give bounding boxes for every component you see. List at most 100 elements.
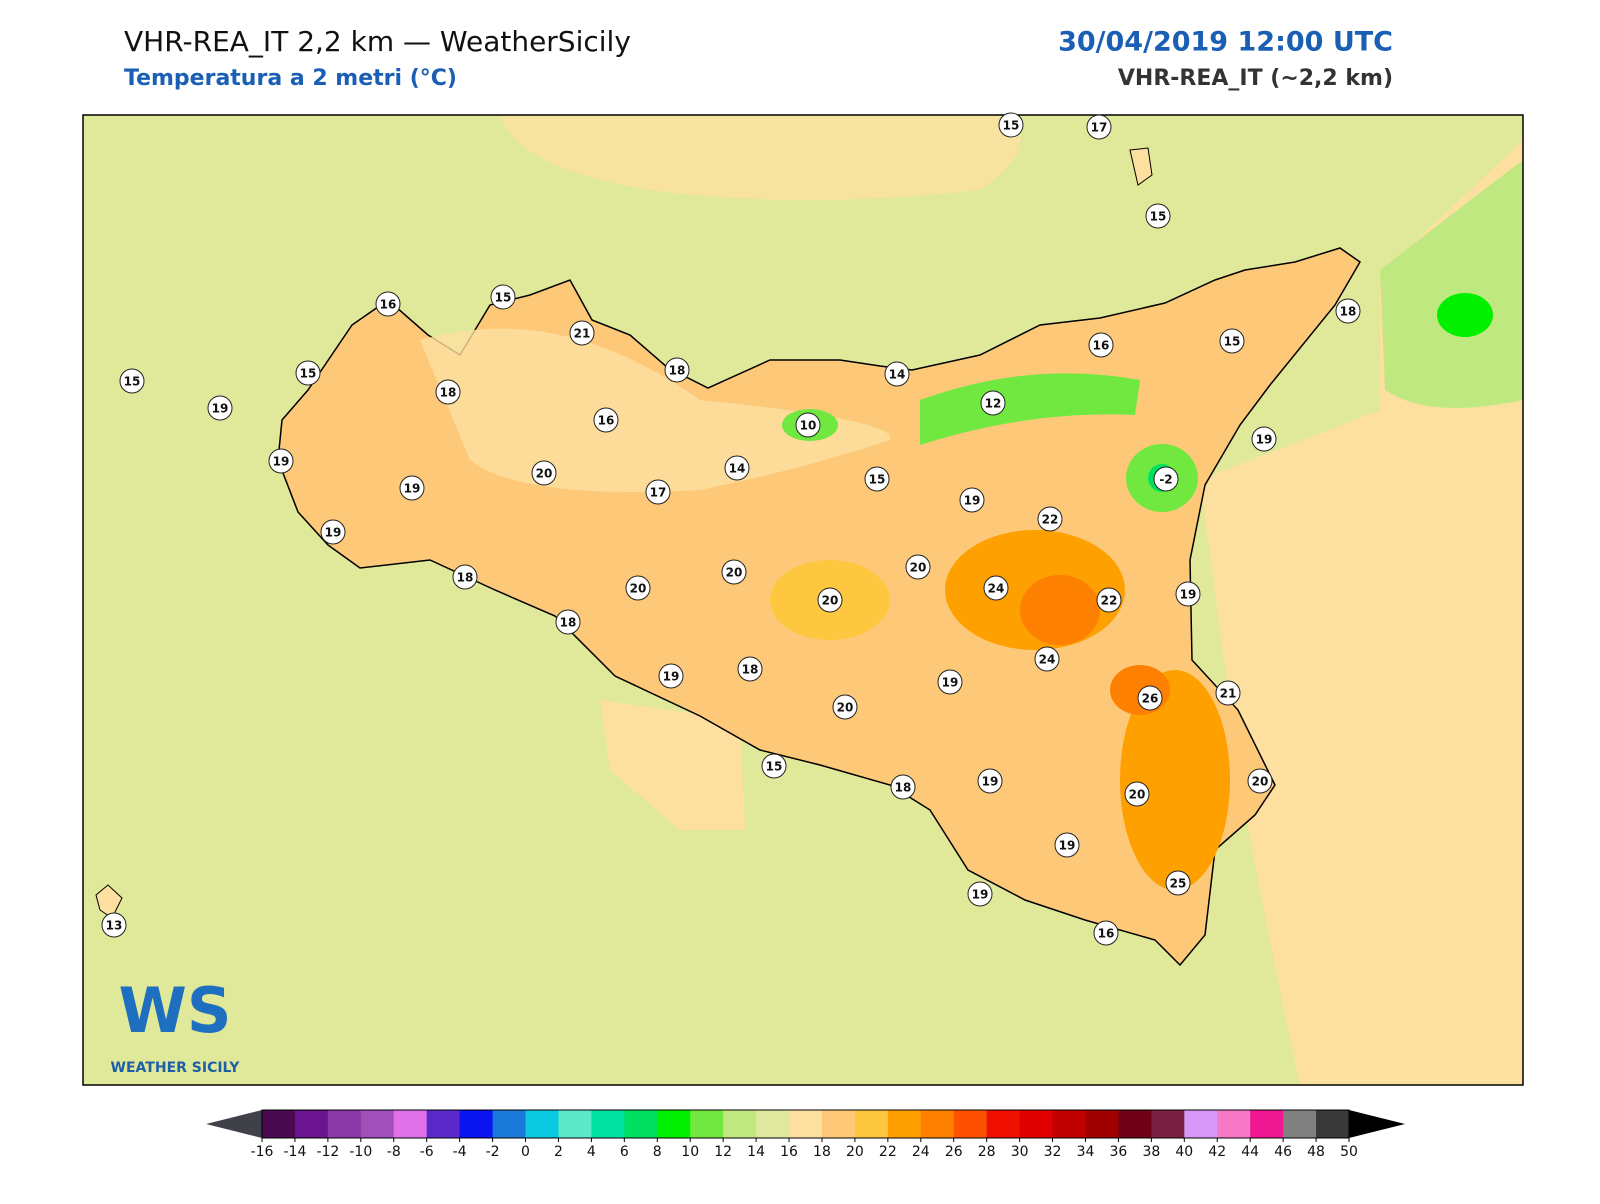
station-value: 17 [1091, 121, 1108, 135]
colorbar-swatch [426, 1110, 461, 1138]
colorbar-swatch [1052, 1110, 1086, 1138]
colorbar-tick-label: 28 [978, 1144, 996, 1160]
colorbar-tick-label: 12 [714, 1144, 732, 1160]
station-marker [905, 554, 931, 580]
colorbar-swatch [393, 1110, 428, 1138]
colorbar-tick-label: -4 [453, 1144, 467, 1160]
station-value: 24 [988, 582, 1005, 596]
colorbar-over [1349, 1110, 1405, 1138]
logo-name: WEATHER SICILY [111, 1060, 241, 1076]
station-value: 19 [982, 775, 999, 789]
colorbar-swatch [1316, 1110, 1350, 1138]
mountain-area [1380, 160, 1523, 408]
station-marker [664, 357, 690, 383]
station-marker [1093, 920, 1119, 946]
colorbar-tick-label: 38 [1142, 1144, 1160, 1160]
station-value: 22 [1101, 594, 1118, 608]
station-marker [625, 575, 651, 601]
colorbar-tick-label: -6 [420, 1144, 434, 1160]
colorbar-swatch [492, 1110, 527, 1138]
colorbar-tick-label: -10 [349, 1144, 372, 1160]
station-value: 20 [910, 561, 927, 575]
warm-area [600, 700, 745, 830]
colorbar-swatch [1151, 1110, 1185, 1138]
colorbar-tick-label: 18 [813, 1144, 831, 1160]
station-marker [967, 881, 993, 907]
station-value: 18 [742, 663, 759, 677]
station-marker [435, 379, 461, 405]
colorbar-tick-label: 8 [653, 1144, 662, 1160]
station-marker [721, 559, 747, 585]
station-value: 18 [440, 386, 457, 400]
colorbar-tick-label: 6 [620, 1144, 629, 1160]
station-value: 14 [729, 462, 746, 476]
station-value: 25 [1170, 877, 1187, 891]
station-marker [983, 575, 1009, 601]
station-value: 15 [869, 473, 886, 487]
station-marker [658, 663, 684, 689]
station-marker [1219, 328, 1245, 354]
colorbar-tick-label: -16 [251, 1144, 274, 1160]
colorbar-tick-label: 30 [1011, 1144, 1029, 1160]
station-value: 15 [300, 367, 317, 381]
station-marker [761, 753, 787, 779]
model: VHR-REA_IT (~2,2 km) [1118, 66, 1393, 91]
station-marker [452, 564, 478, 590]
colorbar-swatch [360, 1110, 395, 1138]
colorbar-tick-label: 42 [1208, 1144, 1226, 1160]
station-marker [959, 487, 985, 513]
colorbar-tick-label: 34 [1077, 1144, 1095, 1160]
station-value: 12 [985, 397, 1002, 411]
station-marker [890, 774, 916, 800]
station-value: 19 [663, 670, 680, 684]
title: VHR-REA_IT 2,2 km — WeatherSicily [124, 25, 631, 58]
station-marker [1165, 870, 1191, 896]
station-marker [795, 412, 821, 438]
station-value: 15 [1150, 210, 1167, 224]
station-value: 16 [380, 298, 397, 312]
map: WS WEATHER SICILY [82, 114, 1524, 1086]
colorbar-swatch [953, 1110, 988, 1138]
station-marker [1037, 506, 1063, 532]
station-value: 18 [1340, 305, 1357, 319]
colorbar-frame [261, 1109, 1350, 1139]
station-value: 18 [669, 364, 686, 378]
colorbar-tick-label: 44 [1241, 1144, 1259, 1160]
station-value: 19 [325, 526, 342, 540]
station-value: 19 [273, 455, 290, 469]
colorbar-swatch [1085, 1110, 1119, 1138]
colorbar-tick-label: 50 [1340, 1144, 1358, 1160]
station-marker [593, 407, 619, 433]
mountain-area [920, 373, 1140, 445]
hills [420, 328, 891, 492]
colorbar-swatch [1283, 1110, 1317, 1138]
station-value: 19 [972, 888, 989, 902]
colorbar-swatch [624, 1110, 658, 1138]
station-value: 15 [495, 291, 512, 305]
colorbar-swatch [1118, 1110, 1152, 1138]
station-value: 20 [1129, 788, 1146, 802]
station-marker [980, 390, 1006, 416]
station-marker [1088, 332, 1114, 358]
station-marker [864, 466, 890, 492]
colorbar-swatch [1019, 1110, 1054, 1138]
station-marker [1247, 768, 1273, 794]
station-marker [884, 361, 910, 387]
station-marker [268, 448, 294, 474]
warm-area [500, 115, 1021, 200]
hot-area [1020, 575, 1100, 645]
station-marker [555, 609, 581, 635]
colorbar-tick-label: 32 [1044, 1144, 1062, 1160]
station-marker [937, 669, 963, 695]
colorbar-swatch [459, 1110, 494, 1138]
station-marker [399, 475, 425, 501]
station-value: 16 [1098, 927, 1115, 941]
station-value: 15 [1224, 335, 1241, 349]
station-marker [375, 291, 401, 317]
station-marker [1145, 203, 1171, 229]
station-value: 20 [630, 582, 647, 596]
colorbar-swatch [558, 1110, 592, 1138]
colorbar-swatch [591, 1110, 625, 1138]
station-marker [1153, 466, 1179, 492]
